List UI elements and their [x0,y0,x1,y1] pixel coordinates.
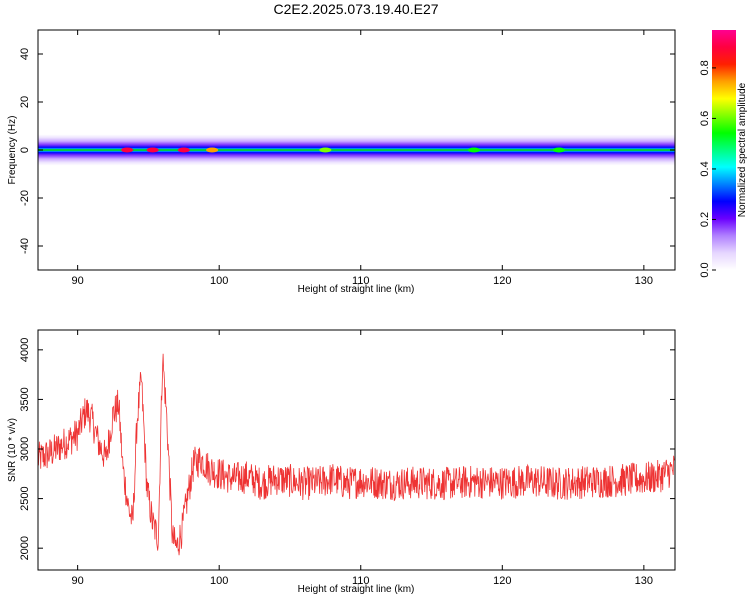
spectrogram-panel: 90 100 110 120 130 -40 -20 0 20 40 Height of str… [7,29,676,295]
spectrogram-y-tick-label: 20 [19,96,31,108]
colorbar-gradient [712,30,736,270]
snr-y-tick-label: 3000 [19,437,31,461]
colorbar-ticks: 0.0 0.2 0.4 0.6 0.8 [699,60,716,278]
spectrogram-y-ticks: -40 -20 0 20 40 [19,48,675,254]
spectrogram-peak [319,147,332,153]
spectrogram-peak [121,147,134,153]
snr-x-ticks: 90 100 110 120 130 [72,330,653,587]
snr-y-tick-label: 4000 [19,338,31,362]
snr-x-tick-label: 100 [210,575,228,587]
spectrogram-y-tick-label: -20 [19,190,31,206]
spectrogram-y-axis-label: Frequency (Hz) [7,116,18,185]
snr-x-tick-label: 90 [72,575,84,587]
snr-x-tick-label: 110 [352,575,370,587]
snr-x-axis-label: Height of straight line (km) [298,584,415,595]
spectrogram-x-tick-label: 90 [72,275,84,287]
spectrogram-x-tick-label: 110 [352,275,370,287]
colorbar-label: Normalized spectral amplitude [737,82,748,217]
snr-series [38,353,675,556]
colorbar-tick-label: 0.6 [699,111,711,126]
snr-y-axis-label: SNR (10 * v/v) [7,418,18,482]
snr-y-ticks: 2000 2500 3000 3500 4000 [19,338,675,560]
spectrogram-x-tick-label: 130 [635,275,653,287]
spectrogram-peak [206,147,219,153]
spectrogram-x-ticks: 90 100 110 120 130 [72,30,653,287]
colorbar-tick-label: 0.4 [699,161,711,176]
colorbar-tick-label: 0.0 [699,262,711,277]
snr-y-tick-label: 2000 [19,536,31,560]
figure-title: C2E2.2025.073.19.40.E27 [273,1,438,17]
spectrogram-x-axis-label: Height of straight line (km) [298,284,415,295]
spectrogram-y-tick-label: 40 [19,48,31,60]
snr-y-tick-label: 2500 [19,486,31,510]
colorbar: 0.0 0.2 0.4 0.6 0.8 Normalized spectral ampl… [699,30,748,278]
snr-x-tick-label: 120 [493,575,511,587]
snr-frame [37,329,676,571]
spectrogram-y-tick-label: 0 [19,147,31,153]
spectrogram-band [38,134,675,166]
snr-y-tick-label: 3500 [19,387,31,411]
snr-panel: 90 100 110 120 130 2000 2500 3000 3500 4000 Heig… [7,329,676,595]
spectrogram-x-tick-label: 120 [493,275,511,287]
spectrogram-peak [467,147,480,153]
spectrogram-peak [146,147,159,153]
spectrogram-peak [177,147,190,153]
snr-line [38,353,675,556]
spectrogram-peak [552,147,565,153]
colorbar-tick-label: 0.8 [699,60,711,75]
colorbar-tick-label: 0.2 [699,212,711,227]
snr-plot-area [38,330,675,570]
snr-x-tick-label: 130 [635,575,653,587]
spectrogram-x-tick-label: 100 [210,275,228,287]
spectrogram-y-tick-label: -40 [19,238,31,254]
